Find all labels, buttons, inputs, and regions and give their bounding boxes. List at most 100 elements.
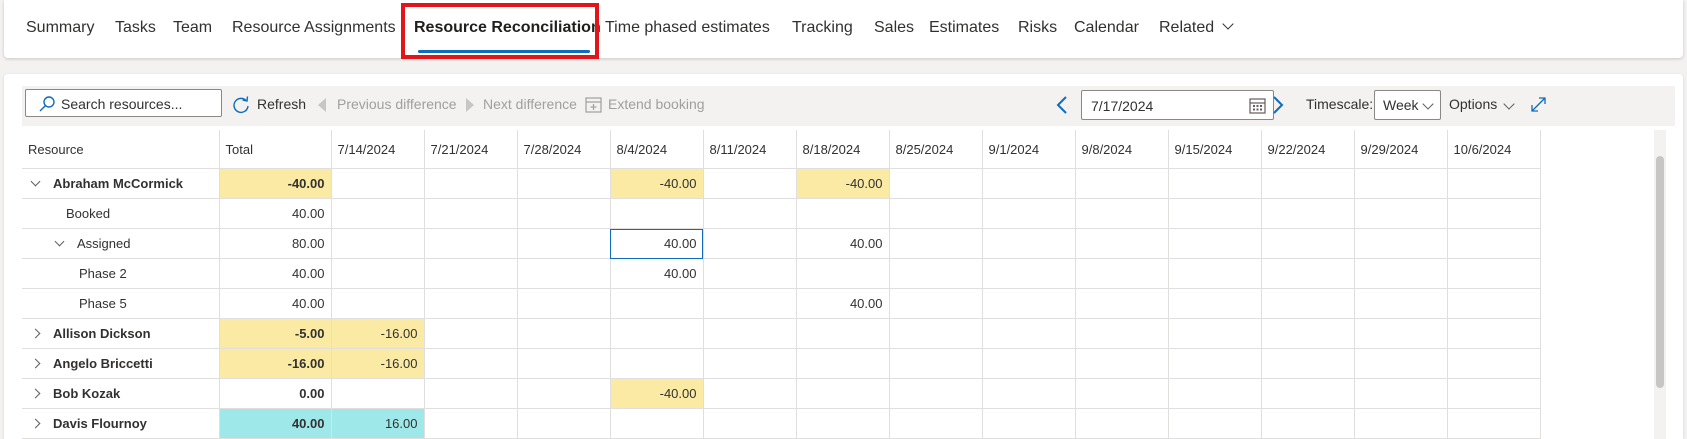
week-cell[interactable] bbox=[424, 408, 518, 439]
week-cell[interactable] bbox=[1447, 228, 1541, 259]
week-cell[interactable] bbox=[610, 348, 704, 379]
week-cell[interactable] bbox=[1261, 378, 1355, 409]
extend-booking-button[interactable]: Extend booking bbox=[608, 96, 705, 112]
table-row[interactable]: Assigned 80.00 40.00 40.00 bbox=[22, 228, 1541, 259]
week-cell[interactable] bbox=[1075, 228, 1169, 259]
week-cell[interactable] bbox=[703, 408, 797, 439]
week-cell[interactable] bbox=[424, 198, 518, 229]
column-header-resource[interactable]: Resource bbox=[22, 130, 220, 169]
week-cell[interactable] bbox=[1447, 348, 1541, 379]
week-cell-selected[interactable]: 40.00 bbox=[610, 228, 704, 259]
tab-tasks[interactable]: Tasks bbox=[115, 19, 156, 36]
chevron-down-icon[interactable] bbox=[54, 236, 65, 247]
week-cell[interactable] bbox=[424, 318, 518, 349]
week-cell[interactable] bbox=[1261, 258, 1355, 289]
table-row[interactable]: Bob Kozak 0.00 -40.00 bbox=[22, 378, 1541, 409]
week-cell[interactable] bbox=[424, 168, 518, 199]
week-cell[interactable] bbox=[982, 348, 1076, 379]
week-cell[interactable] bbox=[703, 228, 797, 259]
total-cell[interactable]: 80.00 bbox=[219, 228, 332, 259]
tab-risks[interactable]: Risks bbox=[1018, 19, 1058, 36]
resource-cell[interactable]: Abraham McCormick bbox=[22, 168, 220, 199]
column-header-week[interactable]: 8/11/2024 bbox=[703, 130, 797, 169]
resource-cell[interactable]: Angelo Briccetti bbox=[22, 348, 220, 379]
tab-team[interactable]: Team bbox=[173, 19, 213, 36]
week-cell[interactable]: -16.00 bbox=[331, 318, 425, 349]
column-header-week[interactable]: 8/18/2024 bbox=[796, 130, 890, 169]
week-cell[interactable] bbox=[1261, 228, 1355, 259]
week-cell[interactable] bbox=[1354, 168, 1448, 199]
total-cell[interactable]: -40.00 bbox=[219, 168, 332, 199]
week-cell[interactable] bbox=[1261, 348, 1355, 379]
week-cell[interactable] bbox=[1168, 228, 1262, 259]
tab-sales[interactable]: Sales bbox=[874, 19, 915, 36]
week-cell[interactable] bbox=[1168, 288, 1262, 319]
week-cell[interactable] bbox=[889, 228, 983, 259]
week-cell[interactable] bbox=[796, 408, 890, 439]
scrollbar-thumb[interactable] bbox=[1656, 156, 1664, 388]
week-cell[interactable] bbox=[1447, 168, 1541, 199]
week-cell[interactable] bbox=[610, 198, 704, 229]
week-cell[interactable] bbox=[1261, 408, 1355, 439]
week-cell[interactable] bbox=[1261, 288, 1355, 319]
week-cell[interactable] bbox=[1168, 258, 1262, 289]
week-cell[interactable] bbox=[424, 288, 518, 319]
week-cell[interactable]: 40.00 bbox=[796, 228, 890, 259]
resource-cell[interactable]: Phase 5 bbox=[22, 288, 220, 319]
vertical-scrollbar[interactable] bbox=[1654, 130, 1666, 439]
week-cell[interactable] bbox=[889, 288, 983, 319]
column-header-week[interactable]: 7/28/2024 bbox=[517, 130, 611, 169]
week-cell[interactable] bbox=[982, 378, 1076, 409]
total-cell[interactable]: 40.00 bbox=[219, 258, 332, 289]
week-cell[interactable] bbox=[982, 168, 1076, 199]
week-cell[interactable] bbox=[982, 318, 1076, 349]
week-cell[interactable] bbox=[1354, 348, 1448, 379]
week-cell[interactable] bbox=[796, 198, 890, 229]
week-cell[interactable] bbox=[703, 168, 797, 199]
column-header-week[interactable]: 9/8/2024 bbox=[1075, 130, 1169, 169]
table-row[interactable]: Davis Flournoy 40.00 16.00 bbox=[22, 408, 1541, 439]
week-cell[interactable] bbox=[1075, 378, 1169, 409]
week-cell[interactable] bbox=[796, 348, 890, 379]
week-cell[interactable]: 40.00 bbox=[796, 288, 890, 319]
resource-cell[interactable]: Booked bbox=[22, 198, 220, 229]
week-cell[interactable] bbox=[331, 168, 425, 199]
week-cell[interactable] bbox=[1168, 408, 1262, 439]
tab-calendar[interactable]: Calendar bbox=[1074, 19, 1139, 36]
week-cell[interactable] bbox=[1261, 168, 1355, 199]
column-header-week[interactable]: 7/21/2024 bbox=[424, 130, 518, 169]
chevron-right-icon[interactable] bbox=[30, 358, 41, 369]
resource-cell[interactable]: Allison Dickson bbox=[22, 318, 220, 349]
total-cell[interactable]: 40.00 bbox=[219, 408, 332, 439]
week-cell[interactable] bbox=[1168, 198, 1262, 229]
column-header-total[interactable]: Total bbox=[219, 130, 332, 169]
week-cell[interactable]: -40.00 bbox=[610, 378, 704, 409]
column-header-week[interactable]: 8/25/2024 bbox=[889, 130, 983, 169]
week-cell[interactable] bbox=[1168, 318, 1262, 349]
week-cell[interactable] bbox=[517, 348, 611, 379]
total-cell[interactable]: 40.00 bbox=[219, 288, 332, 319]
week-cell[interactable] bbox=[796, 318, 890, 349]
table-row[interactable]: Allison Dickson -5.00 -16.00 bbox=[22, 318, 1541, 349]
week-cell[interactable] bbox=[703, 318, 797, 349]
resource-cell[interactable]: Davis Flournoy bbox=[22, 408, 220, 439]
chevron-right-icon[interactable] bbox=[30, 388, 41, 399]
week-cell[interactable] bbox=[889, 378, 983, 409]
week-cell[interactable] bbox=[1354, 378, 1448, 409]
chevron-down-icon[interactable] bbox=[30, 176, 41, 187]
week-cell[interactable] bbox=[424, 348, 518, 379]
next-difference-button[interactable]: Next difference bbox=[483, 96, 577, 112]
chevron-right-icon[interactable] bbox=[1272, 96, 1284, 114]
week-cell[interactable] bbox=[982, 288, 1076, 319]
column-header-week[interactable]: 7/14/2024 bbox=[331, 130, 425, 169]
column-header-week[interactable]: 9/29/2024 bbox=[1354, 130, 1448, 169]
total-cell[interactable]: -16.00 bbox=[219, 348, 332, 379]
week-cell[interactable] bbox=[1075, 318, 1169, 349]
week-cell[interactable] bbox=[517, 168, 611, 199]
tab-resource-assignments[interactable]: Resource Assignments bbox=[232, 19, 396, 36]
expand-icon[interactable] bbox=[1530, 96, 1547, 113]
week-cell[interactable] bbox=[517, 258, 611, 289]
table-row[interactable]: Phase 2 40.00 40.00 bbox=[22, 258, 1541, 289]
timescale-select[interactable]: Week bbox=[1374, 90, 1441, 120]
week-cell[interactable] bbox=[1354, 198, 1448, 229]
